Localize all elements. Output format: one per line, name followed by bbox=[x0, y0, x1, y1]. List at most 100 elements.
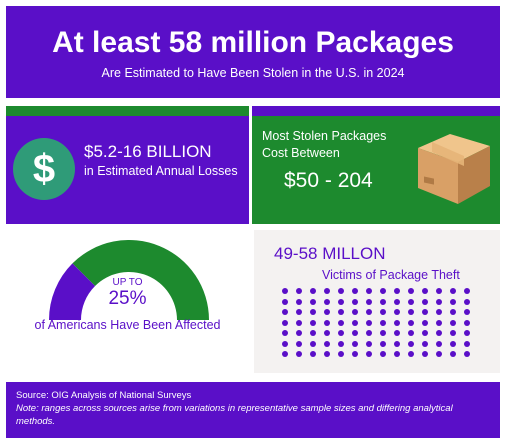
victim-dot bbox=[422, 351, 428, 357]
victim-dot bbox=[310, 340, 316, 347]
most-stolen-heading: Most Stolen Packages bbox=[262, 129, 387, 143]
victim-dot bbox=[394, 319, 400, 326]
victim-dot bbox=[282, 319, 288, 326]
victim-dot bbox=[296, 340, 302, 347]
most-stolen-subheading: Cost Between bbox=[262, 146, 340, 160]
victim-dot bbox=[450, 319, 456, 326]
victim-dot bbox=[324, 340, 330, 347]
victim-dot bbox=[366, 288, 372, 294]
victim-dot bbox=[464, 298, 470, 305]
victim-dot bbox=[310, 319, 316, 326]
victim-dot bbox=[464, 288, 470, 294]
victim-dot bbox=[282, 340, 288, 347]
victim-dot bbox=[310, 351, 316, 357]
victim-dot bbox=[436, 319, 442, 326]
victim-dot bbox=[366, 340, 372, 347]
victim-dot bbox=[352, 330, 358, 336]
victim-dot bbox=[450, 330, 456, 336]
victim-dot bbox=[296, 309, 302, 315]
victim-dot bbox=[464, 309, 470, 315]
victim-dot bbox=[408, 309, 414, 315]
victim-dot bbox=[380, 298, 386, 305]
victim-dot bbox=[338, 340, 344, 347]
page-subtitle: Are Estimated to Have Been Stolen in the… bbox=[101, 66, 405, 80]
losses-panel: $ $5.2-16 BILLION in Estimated Annual Lo… bbox=[6, 106, 249, 224]
victim-dot bbox=[436, 330, 442, 336]
victim-dot bbox=[450, 288, 456, 294]
victim-dot bbox=[282, 309, 288, 315]
victim-dot bbox=[296, 298, 302, 305]
victim-dot bbox=[352, 309, 358, 315]
victim-dot bbox=[324, 298, 330, 305]
most-stolen-accent-strip bbox=[252, 106, 500, 116]
losses-description: in Estimated Annual Losses bbox=[84, 164, 238, 178]
victim-dot bbox=[296, 351, 302, 357]
gauge-prefix: UP TO bbox=[112, 277, 143, 288]
victim-dot bbox=[380, 319, 386, 326]
victim-dot bbox=[352, 298, 358, 305]
victim-dot bbox=[450, 309, 456, 315]
victim-dot bbox=[338, 319, 344, 326]
affected-panel: UP TO 25% of Americans Have Been Affecte… bbox=[6, 230, 249, 372]
victim-dot bbox=[282, 298, 288, 305]
victim-dot bbox=[352, 288, 358, 294]
victim-dot bbox=[310, 288, 316, 294]
gauge-percent: 25% bbox=[108, 288, 147, 309]
victim-dot bbox=[394, 351, 400, 357]
victim-dot bbox=[296, 330, 302, 336]
methodology-note: Note: ranges across sources arise from v… bbox=[16, 403, 453, 427]
victim-dot bbox=[352, 351, 358, 357]
victim-dot bbox=[380, 288, 386, 294]
victim-dot bbox=[422, 309, 428, 315]
affected-gauge bbox=[49, 240, 209, 320]
victim-dot bbox=[394, 288, 400, 294]
victim-dot bbox=[324, 351, 330, 357]
victim-dot bbox=[282, 351, 288, 357]
victim-dot bbox=[436, 351, 442, 357]
price-range: $50 - 204 bbox=[284, 169, 373, 192]
victim-dot bbox=[394, 330, 400, 336]
losses-amount: $5.2-16 BILLION bbox=[84, 142, 212, 161]
victim-dot bbox=[310, 330, 316, 336]
victim-dot bbox=[296, 319, 302, 326]
victims-label: Victims of Package Theft bbox=[322, 268, 460, 282]
victim-dot bbox=[352, 340, 358, 347]
victim-dot bbox=[422, 319, 428, 326]
victims-count: 49-58 MILLON bbox=[274, 244, 386, 263]
victim-dot bbox=[380, 351, 386, 357]
victim-dot bbox=[394, 340, 400, 347]
victim-dot bbox=[394, 309, 400, 315]
victim-dot bbox=[408, 319, 414, 326]
victim-dot bbox=[366, 351, 372, 357]
victim-dot bbox=[310, 298, 316, 305]
victim-dot bbox=[380, 340, 386, 347]
victim-dot bbox=[338, 309, 344, 315]
gauge-caption: of Americans Have Been Affected bbox=[34, 318, 221, 332]
victim-dot bbox=[408, 340, 414, 347]
gauge-track bbox=[72, 240, 209, 320]
victim-dot bbox=[310, 309, 316, 315]
victim-dot bbox=[366, 319, 372, 326]
victim-dot bbox=[422, 340, 428, 347]
victim-dot bbox=[338, 288, 344, 294]
victim-dot bbox=[394, 298, 400, 305]
victim-dot bbox=[282, 288, 288, 294]
dollar-sign-icon: $ bbox=[13, 138, 75, 200]
victim-dot bbox=[408, 298, 414, 305]
victims-dot-grid bbox=[282, 288, 478, 362]
source-note: Source: OIG Analysis of National Surveys bbox=[16, 390, 192, 401]
victim-dot bbox=[436, 298, 442, 305]
victim-dot bbox=[408, 288, 414, 294]
victim-dot bbox=[464, 351, 470, 357]
victim-dot bbox=[422, 298, 428, 305]
victim-dot bbox=[380, 330, 386, 336]
losses-accent-strip bbox=[6, 106, 249, 116]
victim-dot bbox=[450, 340, 456, 347]
victim-dot bbox=[282, 330, 288, 336]
victim-dot bbox=[450, 298, 456, 305]
victim-dot bbox=[422, 330, 428, 336]
page-title: At least 58 million Packages bbox=[52, 26, 454, 59]
victim-dot bbox=[296, 288, 302, 294]
victim-dot bbox=[436, 340, 442, 347]
victim-dot bbox=[450, 351, 456, 357]
